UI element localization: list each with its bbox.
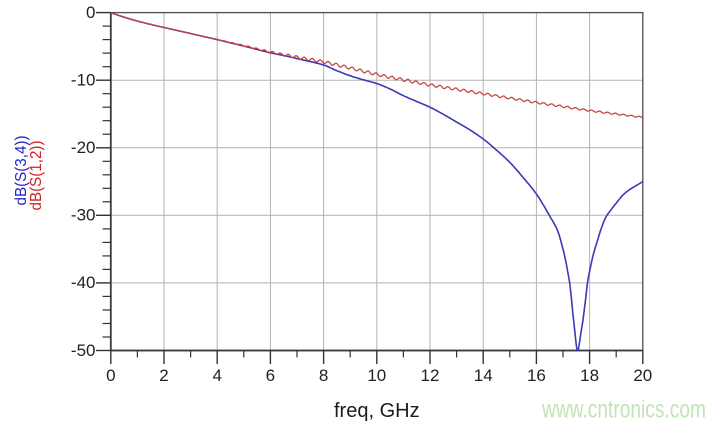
svg-text:0: 0 [86, 3, 95, 22]
svg-text:2: 2 [159, 366, 168, 385]
svg-text:dB(S(3,4)): dB(S(3,4)) [13, 136, 30, 206]
svg-text:8: 8 [319, 366, 328, 385]
svg-text:0: 0 [106, 366, 115, 385]
svg-text:dB(S(1,2)): dB(S(1,2)) [28, 141, 45, 211]
svg-text:12: 12 [421, 366, 440, 385]
svg-text:18: 18 [580, 366, 599, 385]
svg-text:-20: -20 [71, 138, 96, 157]
svg-text:16: 16 [527, 366, 546, 385]
svg-text:-10: -10 [71, 71, 96, 90]
svg-text:20: 20 [633, 366, 652, 385]
svg-text:freq, GHz: freq, GHz [334, 400, 420, 422]
svg-text:-40: -40 [71, 273, 96, 292]
svg-text:10: 10 [367, 366, 386, 385]
svg-text:14: 14 [474, 366, 493, 385]
svg-text:www.cntronics.com: www.cntronics.com [541, 396, 706, 424]
svg-text:4: 4 [212, 366, 221, 385]
svg-text:-50: -50 [71, 341, 96, 360]
svg-text:-30: -30 [71, 206, 96, 225]
svg-text:6: 6 [266, 366, 275, 385]
